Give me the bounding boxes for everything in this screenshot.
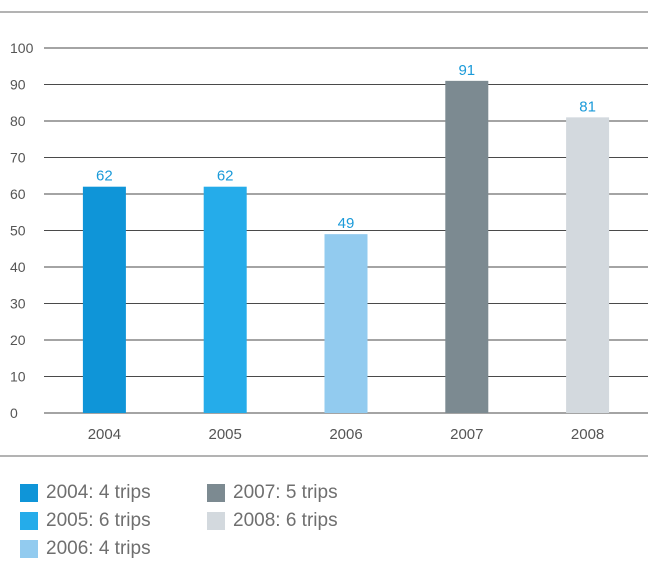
data-label: 49 [338,215,355,232]
x-tick-label: 2007 [450,426,483,443]
bar-2008 [566,117,610,413]
data-label: 81 [579,98,596,115]
x-tick-label: 2005 [209,426,242,443]
y-axis-tick-labels: 0 10 20 30 40 50 60 70 80 90 100 [10,40,34,421]
bar-2007 [445,80,489,413]
legend-label: 2006: 4 trips [46,538,151,559]
bars [82,80,610,413]
legend: 2004: 4 trips 2005: 6 trips 2006: 4 trip… [20,481,620,561]
data-label: 62 [96,168,113,185]
legend-label: 2004: 4 trips [46,482,151,503]
x-tick-label: 2008 [571,426,604,443]
legend-item-2004: 2004: 4 trips [20,481,151,505]
legend-item-2008: 2008: 6 trips [207,509,338,533]
legend-item-2006: 2006: 4 trips [20,537,151,561]
y-tick-label: 30 [10,296,26,312]
y-tick-label: 60 [10,186,26,202]
y-tick-label: 80 [10,113,26,129]
y-tick-label: 100 [10,40,34,56]
bar-2004 [82,186,126,413]
legend-item-2007: 2007: 5 trips [207,481,338,505]
y-tick-label: 90 [10,77,26,93]
legend-label: 2007: 5 trips [233,482,338,503]
legend-label: 2005: 6 trips [46,510,151,531]
legend-item-2005: 2005: 6 trips [20,509,151,533]
data-label: 62 [217,168,234,185]
legend-swatch [207,512,225,530]
data-label: 91 [458,62,475,79]
bar-2005 [203,186,247,413]
bar-2006 [324,234,368,413]
x-axis-tick-labels: 2004 2005 2006 2007 2008 [88,426,605,443]
y-tick-label: 20 [10,332,26,348]
y-tick-label: 0 [10,405,18,421]
x-tick-label: 2006 [329,426,362,443]
y-tick-label: 10 [10,369,26,385]
y-tick-label: 50 [10,223,26,239]
legend-swatch [20,512,38,530]
legend-label: 2008: 6 trips [233,510,338,531]
y-tick-label: 70 [10,150,26,166]
legend-swatch [20,540,38,558]
legend-swatch [207,484,225,502]
legend-swatch [20,484,38,502]
y-tick-label: 40 [10,259,26,275]
x-tick-label: 2004 [88,426,121,443]
data-labels: 62 62 49 91 81 [96,62,596,232]
